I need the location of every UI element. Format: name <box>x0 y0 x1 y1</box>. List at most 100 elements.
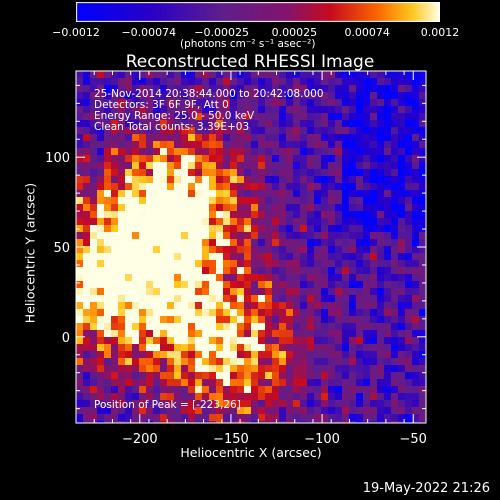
heatmap-cell <box>111 92 118 99</box>
heatmap-cell <box>139 176 146 183</box>
heatmap-cell <box>272 281 279 288</box>
heatmap-cell <box>286 295 293 302</box>
heatmap-cell <box>258 197 265 204</box>
heatmap-cell <box>174 421 181 423</box>
heatmap-cell <box>384 372 391 379</box>
heatmap-cell <box>132 267 139 274</box>
heatmap-cell <box>111 134 118 141</box>
heatmap-cell <box>286 267 293 274</box>
heatmap-cell <box>104 316 111 323</box>
heatmap-cell <box>356 407 363 414</box>
heatmap-cell <box>377 113 384 120</box>
heatmap-cell <box>237 344 244 351</box>
heatmap-cell <box>363 85 370 92</box>
heatmap-cell <box>258 393 265 400</box>
heatmap-cell <box>202 288 209 295</box>
heatmap-cell <box>118 302 125 309</box>
heatmap-cell <box>272 176 279 183</box>
heatmap-cell <box>279 414 286 421</box>
heatmap-cell <box>209 232 216 239</box>
heatmap-cell <box>118 99 125 106</box>
heatmap-cell <box>167 218 174 225</box>
heatmap-cell <box>412 323 419 330</box>
heatmap-cell <box>125 197 132 204</box>
heatmap-cell <box>146 365 153 372</box>
heatmap-cell <box>132 365 139 372</box>
heatmap-cell <box>363 400 370 407</box>
heatmap-cell <box>300 337 307 344</box>
heatmap-cell <box>356 225 363 232</box>
heatmap-cell <box>272 106 279 113</box>
y-tick-label: 0 <box>62 331 70 346</box>
heatmap-cell <box>237 183 244 190</box>
heatmap-cell <box>97 99 104 106</box>
heatmap-cell <box>132 288 139 295</box>
heatmap-cell <box>412 120 419 127</box>
heatmap-cell <box>125 148 132 155</box>
heatmap-cell <box>419 197 426 204</box>
heatmap-cell <box>132 309 139 316</box>
heatmap-cell <box>202 302 209 309</box>
heatmap-cell <box>104 379 111 386</box>
heatmap-cell <box>398 260 405 267</box>
heatmap-cell <box>363 99 370 106</box>
heatmap-cell <box>286 155 293 162</box>
heatmap-cell <box>391 288 398 295</box>
heatmap-cell <box>349 162 356 169</box>
heatmap-cell <box>90 99 97 106</box>
heatmap-cell <box>251 155 258 162</box>
heatmap-cell <box>118 393 125 400</box>
heatmap-cell <box>167 225 174 232</box>
heatmap-cell <box>335 99 342 106</box>
heatmap-cell <box>251 379 258 386</box>
heatmap-cell <box>195 365 202 372</box>
heatmap-cell <box>356 288 363 295</box>
heatmap-cell <box>230 323 237 330</box>
heatmap-cell <box>391 155 398 162</box>
heatmap-cell <box>286 330 293 337</box>
heatmap-cell <box>83 253 90 260</box>
heatmap-cell <box>76 267 83 274</box>
heatmap-cell <box>335 204 342 211</box>
heatmap-cell <box>153 274 160 281</box>
heatmap-cell <box>405 120 412 127</box>
heatmap-cell <box>279 358 286 365</box>
heatmap-cell <box>356 379 363 386</box>
heatmap-cell <box>76 239 83 246</box>
heatmap-cell <box>384 78 391 85</box>
heatmap-cell <box>349 274 356 281</box>
heatmap-cell <box>279 351 286 358</box>
heatmap-cell <box>160 183 167 190</box>
heatmap-cell <box>216 113 223 120</box>
heatmap-cell <box>237 309 244 316</box>
heatmap-cell <box>160 295 167 302</box>
heatmap-cell <box>314 113 321 120</box>
heatmap-cell <box>188 302 195 309</box>
heatmap-cell <box>202 267 209 274</box>
heatmap-cell <box>146 351 153 358</box>
heatmap-cell <box>342 260 349 267</box>
heatmap-cell <box>146 218 153 225</box>
heatmap-cell <box>286 169 293 176</box>
heatmap-cell <box>118 169 125 176</box>
heatmap-cell <box>209 85 216 92</box>
heatmap-cell <box>83 197 90 204</box>
heatmap-cell <box>90 253 97 260</box>
heatmap-cell <box>300 379 307 386</box>
heatmap-cell <box>230 218 237 225</box>
heatmap-cell <box>139 358 146 365</box>
heatmap-cell <box>230 400 237 407</box>
heatmap-cell <box>370 260 377 267</box>
heatmap-cell <box>335 246 342 253</box>
heatmap-cell <box>251 78 258 85</box>
heatmap-cell <box>265 162 272 169</box>
heatmap-cell <box>391 253 398 260</box>
heatmap-cell <box>384 365 391 372</box>
heatmap-cell <box>342 92 349 99</box>
heatmap-cell <box>195 330 202 337</box>
heatmap-cell <box>398 71 405 78</box>
heatmap-cell <box>377 330 384 337</box>
heatmap-cell <box>314 288 321 295</box>
heatmap-cell <box>174 92 181 99</box>
heatmap-cell <box>132 246 139 253</box>
